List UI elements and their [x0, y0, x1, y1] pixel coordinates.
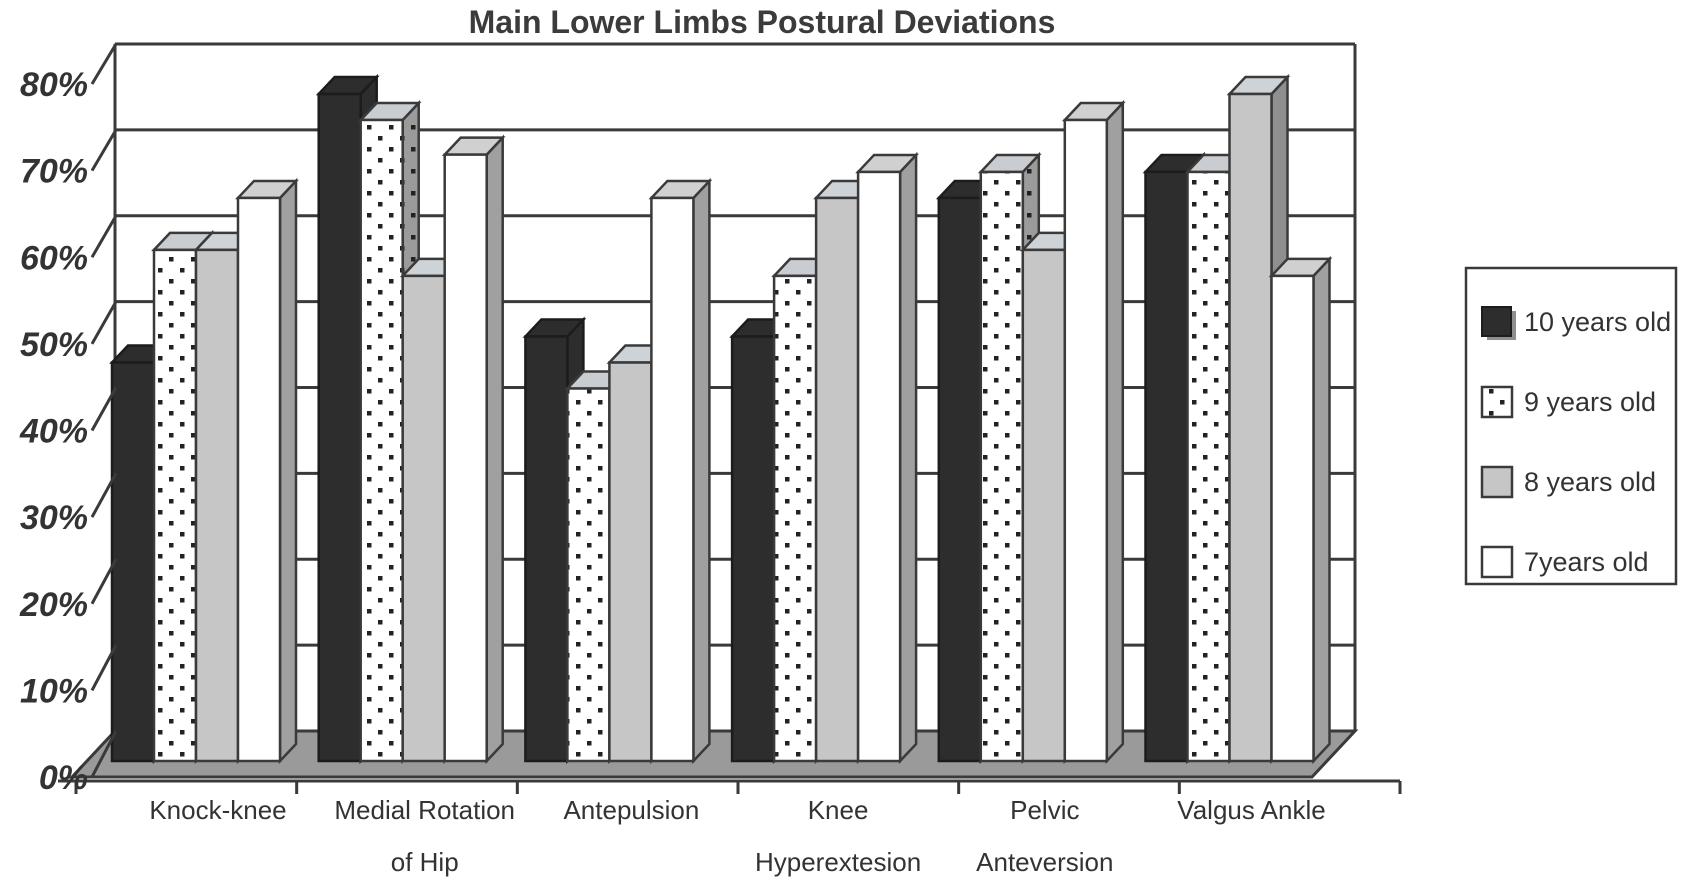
- category-label-medial-rotation-line2: of Hip: [391, 847, 459, 877]
- axis-labels-layer: 0% 10% 20% 30% 40% 50% 60% 70% 80% Knock-knee Medi…: [19, 43, 1326, 877]
- y-tick-label-50: 50%: [20, 326, 88, 364]
- legend-swatch: [1480, 385, 1514, 419]
- bar-front-face: [608, 361, 653, 763]
- y-tick-80: [90, 43, 118, 85]
- bar-front-face: [814, 196, 860, 763]
- bar-front-face: [1144, 170, 1189, 763]
- bar-front-face: [772, 274, 818, 763]
- bar-front-face: [730, 335, 776, 763]
- y-tick-label-30: 30%: [20, 499, 88, 537]
- legend-label: 10 years old: [1524, 307, 1671, 337]
- bar-pelvic-anteversion-7years-old: [1061, 99, 1126, 765]
- legend: 10 years old 9 years old 8 years old 7years…: [1464, 266, 1678, 586]
- bar-valgus-ankle-7years-old: [1268, 255, 1333, 765]
- bar-front-face: [401, 274, 446, 763]
- legend-label: 8 years old: [1524, 467, 1656, 497]
- category-label-pelvic: Pelvic: [1010, 795, 1079, 825]
- bar-side-face: [278, 177, 298, 765]
- legend-swatch: [1481, 306, 1512, 337]
- bar-side-face: [898, 151, 918, 765]
- bar-medial-rotation-of-hip-7years-old: [441, 134, 506, 765]
- category-label-antepulsion: Antepulsion: [563, 795, 699, 825]
- bar-knock-knee-7years-old: [235, 177, 299, 765]
- bar-front-face: [1228, 92, 1273, 763]
- bar-front-face: [1063, 118, 1109, 763]
- legend-label: 9 years old: [1524, 387, 1656, 417]
- bar-front-face: [194, 248, 240, 763]
- y-tick-70: [90, 129, 118, 172]
- bar-front-face: [1021, 248, 1067, 763]
- y-tick-50: [90, 300, 118, 345]
- bar-side-face: [1105, 99, 1125, 765]
- legend-swatch: [1480, 465, 1514, 499]
- bar-front-face: [1270, 274, 1315, 763]
- legend-item-10-years-old: 10 years old: [1481, 306, 1671, 340]
- legend-swatch: [1480, 545, 1514, 579]
- bar-front-face: [856, 170, 902, 763]
- bar-front-face: [524, 335, 569, 763]
- y-tick-0: [90, 730, 118, 778]
- category-label-valgus-ankle: Valgus Ankle: [1177, 795, 1325, 825]
- category-label-knee-line2: Hyperextesion: [755, 847, 921, 877]
- bar-front-face: [317, 92, 362, 763]
- y-tick-label-0: 0%: [39, 759, 88, 797]
- legend-item-8-years-old: 8 years old: [1480, 465, 1656, 499]
- bar-front-face: [152, 248, 198, 763]
- y-tick-label-20: 20%: [19, 586, 88, 624]
- y-tick-30: [90, 472, 118, 518]
- bar-front-face: [443, 153, 488, 763]
- bar-side-face: [1312, 255, 1331, 765]
- category-label-knock-knee: Knock-knee: [149, 795, 286, 825]
- y-tick-20: [90, 558, 118, 605]
- axes-layer: [58, 779, 1402, 794]
- bar-front-face: [566, 387, 611, 763]
- bars-layer: [109, 73, 1333, 765]
- legend-item-7years-old: 7years old: [1480, 545, 1649, 579]
- bar-front-face: [236, 196, 282, 763]
- y-tick-label-40: 40%: [19, 413, 88, 451]
- category-label-pelvic-line2: Anteversion: [976, 847, 1113, 877]
- chart-title: Main Lower Limbs Postural Deviations: [469, 4, 1056, 40]
- bar-front-face: [359, 118, 404, 763]
- y-tick-40: [90, 386, 118, 432]
- y-tick-label-80: 80%: [20, 66, 88, 104]
- bar-front-face: [1186, 170, 1231, 763]
- y-tick-60: [90, 214, 118, 259]
- category-label-knee: Knee: [808, 795, 869, 825]
- bar-knee-hyperextesion-7years-old: [855, 151, 919, 765]
- bar-front-face: [937, 196, 983, 763]
- legend-label: 7years old: [1524, 547, 1649, 577]
- y-tick-label-10: 10%: [20, 672, 88, 710]
- category-label-medial-rotation: Medial Rotation: [334, 795, 515, 825]
- bar-side-face: [692, 177, 711, 765]
- y-tick-label-60: 60%: [20, 239, 88, 277]
- bar-front-face: [979, 170, 1025, 763]
- bar-antepulsion-7years-old: [648, 177, 713, 765]
- bar-front-face: [650, 196, 695, 763]
- bar-side-face: [485, 134, 504, 765]
- legend-item-9-years-old: 9 years old: [1480, 385, 1656, 419]
- y-tick-10: [90, 644, 118, 692]
- bar-front-face: [110, 361, 156, 763]
- y-tick-label-70: 70%: [20, 153, 88, 191]
